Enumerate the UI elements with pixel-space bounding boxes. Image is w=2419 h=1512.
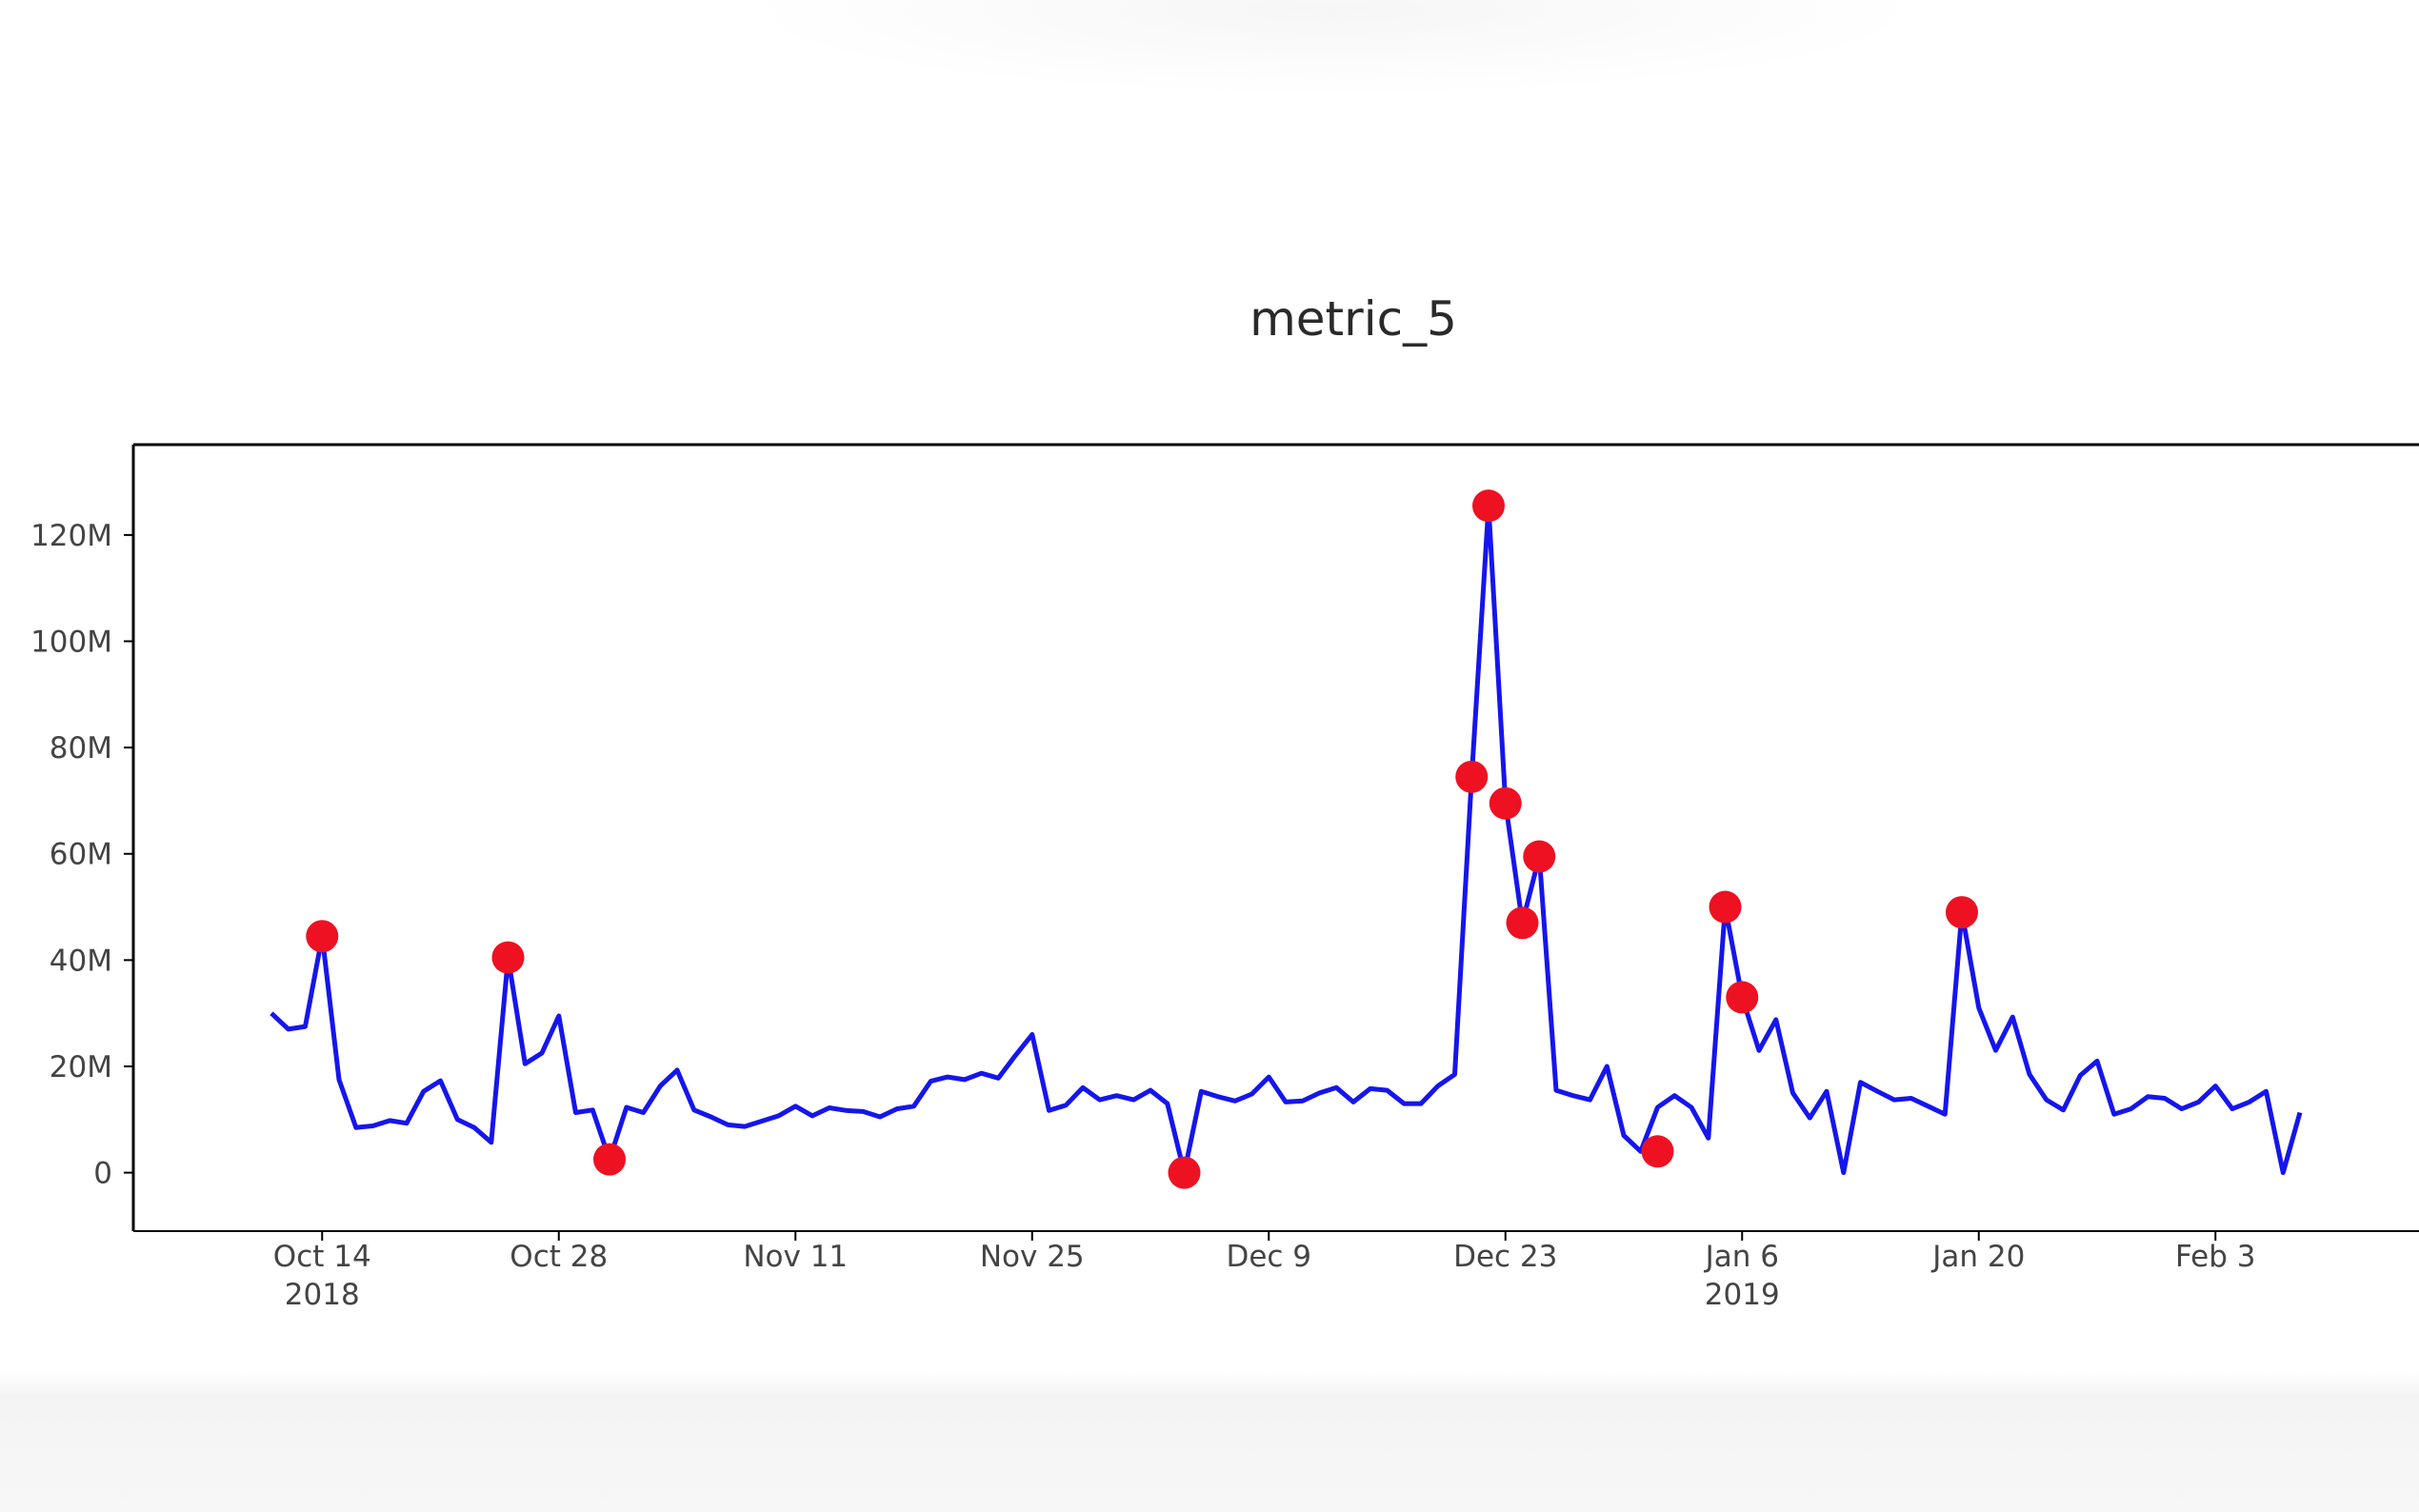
anomaly-marker (1168, 1156, 1201, 1189)
x-tick-label: Oct 14 (273, 1240, 371, 1274)
series-layer (270, 503, 2303, 1176)
metric-line (270, 503, 2303, 1176)
bottom-background (0, 1371, 2419, 1512)
y-tick-label: 40M (50, 944, 112, 978)
anomaly-marker (1641, 1135, 1674, 1168)
x-tick-label: Feb 3 (2175, 1240, 2255, 1274)
anomaly-marker (1523, 840, 1556, 873)
anomaly-marker (1726, 981, 1759, 1014)
anomaly-marker (1455, 760, 1489, 793)
anomaly-marker (593, 1143, 626, 1176)
x-tick-label: Jan 6 (1704, 1240, 1779, 1274)
line-chart: metric_5 0 20M 40M 60M 80M 100M 120M Oct 14 201… (30, 291, 2419, 1312)
x-tick-label: Dec 23 (1453, 1240, 1557, 1274)
anomaly-marker (306, 920, 339, 953)
anomaly-marker (1472, 489, 1505, 523)
x-tick-year-label: 2018 (285, 1278, 360, 1312)
anomaly-marker (1489, 786, 1522, 820)
y-axis: 0 20M 40M 60M 80M 100M 120M (30, 519, 133, 1191)
top-background (0, 0, 2419, 162)
y-tick-label: 20M (50, 1050, 112, 1084)
anomaly-marker (491, 941, 525, 974)
anomaly-markers (306, 489, 1978, 1189)
x-tick-label: Nov 25 (980, 1240, 1085, 1274)
chart-title: metric_5 (1249, 291, 1457, 347)
anomaly-marker (1709, 890, 1742, 924)
x-tick-label: Oct 28 (510, 1240, 608, 1274)
plot-frame (131, 443, 2419, 1232)
x-axis: Oct 14 2018 Oct 28 Nov 11 Nov 25 Dec 9 Dec 23 J… (273, 1231, 2255, 1312)
y-tick-label: 80M (50, 731, 112, 766)
x-tick-year-label: 2019 (1705, 1278, 1780, 1312)
x-tick-label: Nov 11 (743, 1240, 848, 1274)
y-tick-label: 100M (30, 626, 112, 660)
y-tick-label: 0 (93, 1157, 112, 1191)
x-tick-label: Jan 20 (1930, 1240, 2025, 1274)
x-tick-label: Dec 9 (1226, 1240, 1311, 1274)
anomaly-marker (1946, 896, 1978, 929)
anomaly-marker (1506, 906, 1539, 940)
y-tick-label: 60M (50, 838, 112, 872)
y-tick-label: 120M (30, 519, 112, 553)
